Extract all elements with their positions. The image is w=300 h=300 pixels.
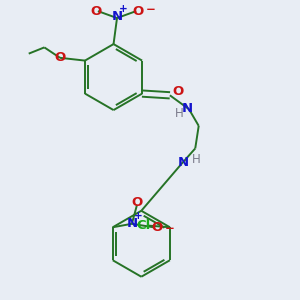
Text: O: O xyxy=(54,51,66,64)
Text: N: N xyxy=(182,102,193,115)
Text: −: − xyxy=(165,223,175,236)
Text: O: O xyxy=(91,4,102,18)
Text: Cl: Cl xyxy=(136,219,150,232)
Text: −: − xyxy=(146,3,156,16)
Text: O: O xyxy=(132,4,143,18)
Text: N: N xyxy=(126,217,137,230)
Text: O: O xyxy=(131,196,143,209)
Text: +: + xyxy=(119,4,128,14)
Text: N: N xyxy=(112,10,123,23)
Text: O: O xyxy=(172,85,183,98)
Text: +: + xyxy=(134,211,142,221)
Text: O: O xyxy=(151,221,163,234)
Text: H: H xyxy=(175,107,184,120)
Text: H: H xyxy=(192,153,200,167)
Text: N: N xyxy=(178,156,189,169)
